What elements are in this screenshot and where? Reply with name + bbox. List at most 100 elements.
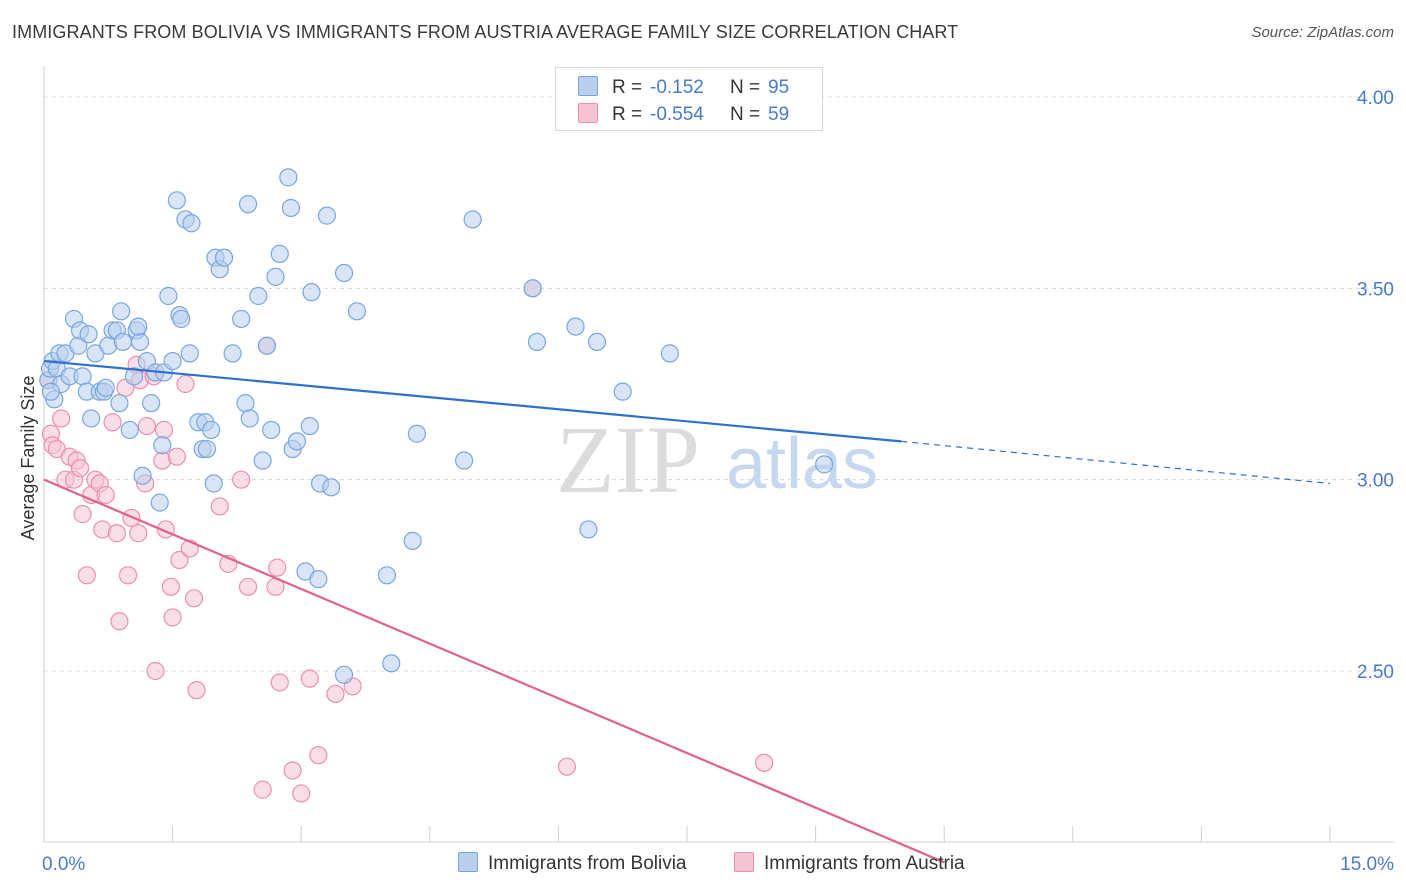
austria-point [137,416,156,436]
austria-point [270,673,289,692]
bolivia-point [302,283,321,302]
austria-point [154,420,174,440]
bolivia-point [133,466,152,485]
bolivia-point [204,474,223,493]
austria-point [170,550,189,570]
bolivia-point [129,317,148,336]
bolivia-point [120,420,139,440]
austria-point [103,413,122,432]
bolivia-point [281,198,301,218]
austria-point [309,746,328,765]
n-label: N = [730,104,761,125]
legend-item-bolivia[interactable]: Immigrants from Bolivia [458,852,687,875]
bolivia-point [403,531,422,550]
bolivia-point [613,382,632,401]
austria-point [176,374,195,394]
bolivia-point [249,286,268,306]
bolivia-point [347,302,367,321]
bolivia-point [579,520,598,539]
legend-label: Immigrants from Bolivia [488,853,687,874]
austria-point [232,470,251,489]
bolivia-point [130,332,150,352]
austria-point [283,761,302,780]
bolivia-point [153,436,172,455]
austria-point [210,497,229,516]
series-bolivia-points [39,168,834,684]
bolivia-point [238,195,258,214]
bolivia-point [523,279,542,298]
bolivia-point [232,309,251,329]
bolivia-point [334,665,354,684]
y-tick-label: 4.00 [1357,88,1394,109]
r-value: -0.152 [650,77,704,98]
bolivia-point [262,420,281,440]
bolivia-point [82,409,101,428]
bolivia-point [73,367,92,386]
austria-point [268,558,287,577]
bolivia-point [300,416,319,436]
austria-point [107,524,126,543]
austria-point [146,661,165,681]
y-tick-label: 2.50 [1357,662,1394,683]
bolivia-point [377,566,397,585]
series-legend: Immigrants from Bolivia Immigrants from … [0,852,1406,878]
legend-row-bolivia: R = -0.152 N = 95 [578,76,789,100]
r-value: -0.554 [650,104,704,125]
austria-point [118,566,138,585]
bolivia-point [317,206,337,225]
legend-row-austria: R = -0.554 N = 59 [578,103,789,127]
austria-point [557,757,577,776]
bolivia-point [124,367,144,386]
legend-item-austria[interactable]: Immigrants from Austria [734,852,965,875]
austria-swatch [578,103,598,123]
watermark-zip: ZIP [556,406,700,513]
bolivia-point [197,439,216,459]
bolivia-point [660,344,679,363]
bolivia-point [270,244,289,263]
austria-point [326,684,345,704]
bolivia-point [566,317,585,336]
trend-lines [43,359,1331,864]
bolivia-point [214,248,234,267]
bolivia-point [180,344,199,363]
austria-point [163,608,182,627]
bolivia-point [96,378,115,397]
bolivia-point [257,336,277,355]
bolivia-swatch [578,76,598,96]
bolivia-point [167,191,186,210]
austria-point [73,505,92,524]
austria-point [129,524,148,543]
n-value: 95 [768,77,790,98]
bolivia-point [223,344,242,363]
austria-point [300,669,319,688]
austria-point [184,589,204,608]
austria-legend-swatch [734,852,754,872]
correlation-legend: R = -0.152 N = 95 R = -0.554 N = 59 [555,67,823,131]
r-label: R = [612,77,643,98]
bolivia-point [202,420,221,440]
bolivia-point [463,210,482,229]
bolivia-legend-swatch [458,852,478,872]
r-label: R = [612,104,643,125]
x-tick-label: 0.0% [42,854,85,875]
bolivia-point [236,394,255,413]
austria-point [167,447,186,466]
austria-point [77,566,96,585]
austria-point [161,577,180,596]
chart-title: IMMIGRANTS FROM BOLIVIA VS IMMIGRANTS FR… [12,22,959,42]
bolivia-point [266,267,285,286]
bolivia-point [79,325,98,344]
y-tick-label: 3.50 [1357,279,1394,300]
austria-point [253,780,272,799]
n-label: N = [730,77,761,98]
bolivia-point [407,424,427,443]
bolivia-trend-extension [901,440,1331,485]
bolivia-point [110,394,129,413]
bolivia-point [253,451,272,470]
austria-point [70,459,90,478]
bolivia-point [527,332,547,352]
source-credit: Source: ZipAtlas.com [1251,24,1394,41]
bolivia-point [142,394,161,413]
bolivia-point [279,168,298,187]
